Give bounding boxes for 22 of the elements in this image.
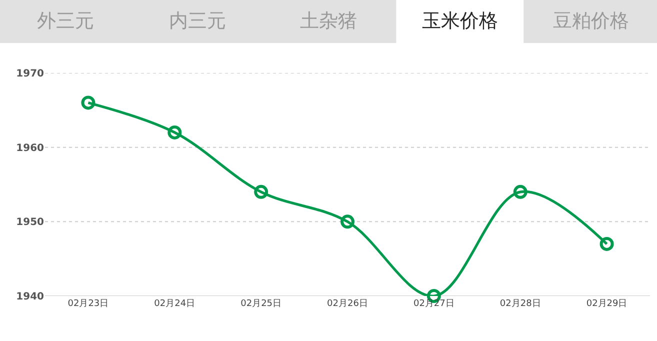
x-tick-label: 02月27日 <box>413 299 454 309</box>
x-tick-label: 02月29日 <box>586 299 628 309</box>
text: 土杂猪 <box>300 10 357 32</box>
x-tick-label: 02月23日 <box>68 299 109 309</box>
text: 外三元 <box>37 10 94 32</box>
text: 豆粕价格 <box>553 10 629 32</box>
point <box>600 236 614 251</box>
y-tick-label: 1960 <box>16 142 44 154</box>
point <box>340 214 354 229</box>
y-tick-label: 1970 <box>16 68 44 80</box>
point <box>168 125 182 140</box>
chart-title: 玉米价格 <box>422 10 498 32</box>
x-tick-label: 02月26日 <box>327 299 368 309</box>
point <box>254 184 268 199</box>
point <box>81 96 96 110</box>
text: 内三元 <box>169 10 226 32</box>
x-tick-label: 02月24日 <box>154 299 196 309</box>
x-tick-label: 02月28日 <box>500 299 541 309</box>
y-tick-label: 1940 <box>16 292 44 302</box>
y-tick-label: 1950 <box>16 217 44 228</box>
x-tick-label: 02月25日 <box>240 299 282 309</box>
point <box>513 184 528 199</box>
